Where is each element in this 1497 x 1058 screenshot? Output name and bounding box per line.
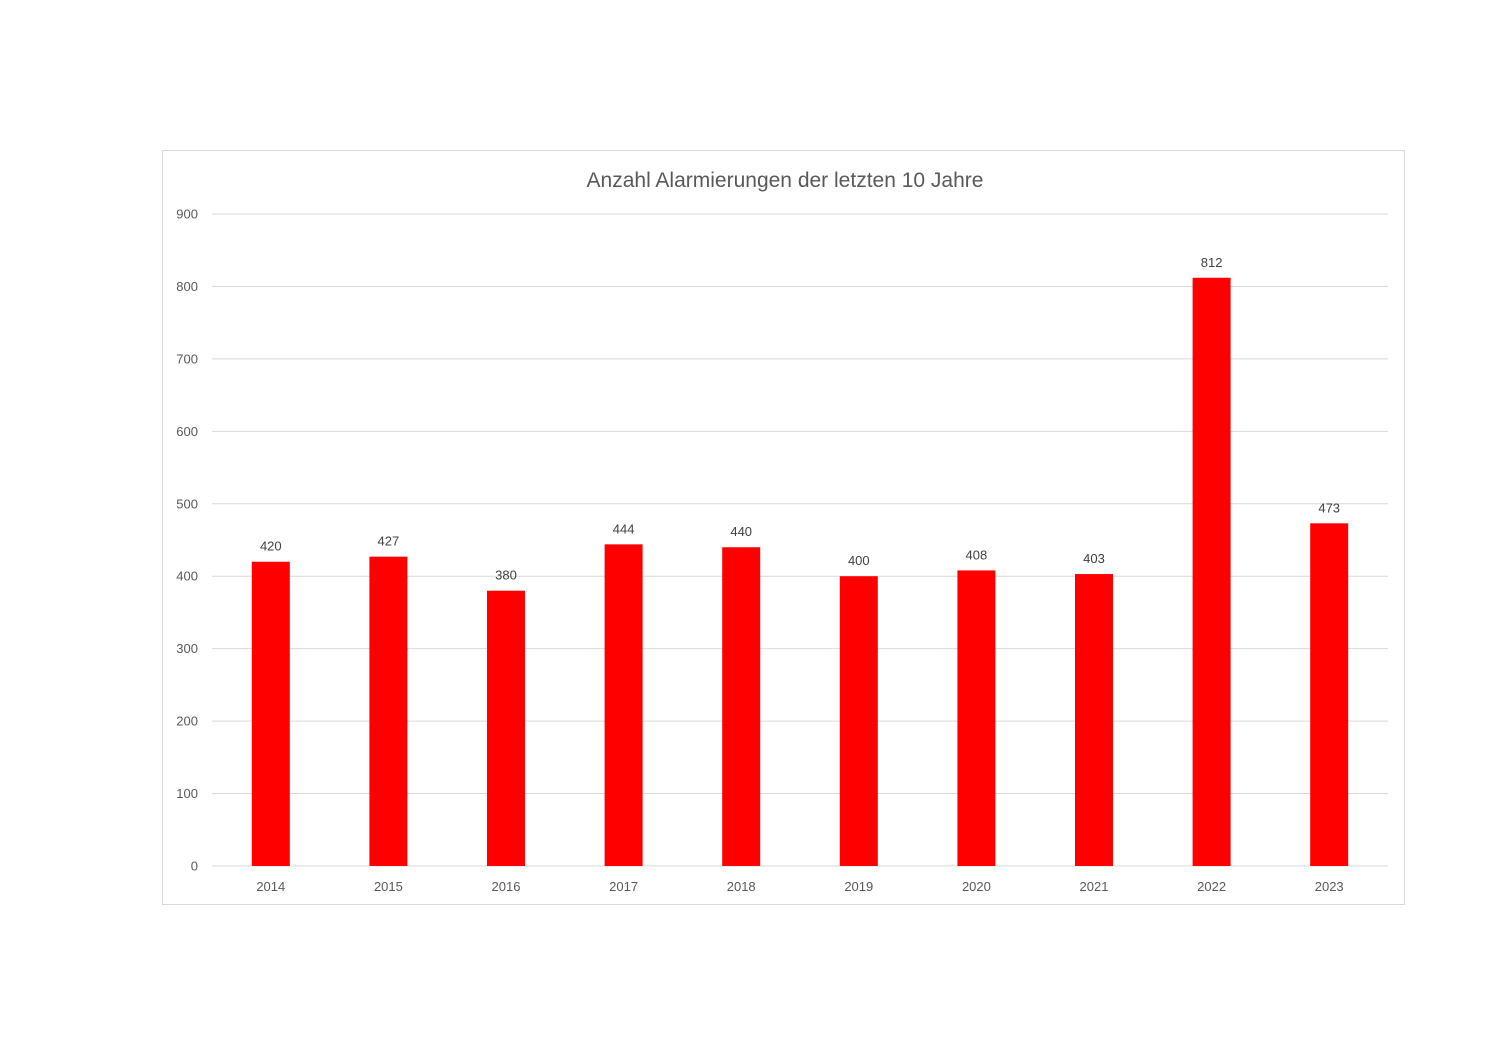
x-tick-label-2015: 2015 bbox=[374, 879, 403, 894]
x-tick-label-2022: 2022 bbox=[1197, 879, 1226, 894]
bar-2021 bbox=[1075, 574, 1113, 866]
bar-2015 bbox=[369, 556, 408, 866]
data-label-2021: 403 bbox=[1083, 551, 1105, 566]
x-tick-label-2014: 2014 bbox=[256, 879, 285, 894]
data-label-2014: 420 bbox=[260, 539, 282, 554]
bar-2023 bbox=[1310, 523, 1349, 866]
chart-frame: Anzahl Alarmierungen der letzten 10 Jahr… bbox=[162, 150, 1405, 905]
x-tick-label-2021: 2021 bbox=[1080, 879, 1109, 894]
y-tick-label: 800 bbox=[176, 279, 198, 294]
y-tick-label: 500 bbox=[176, 496, 198, 511]
chart-title: Anzahl Alarmierungen der letzten 10 Jahr… bbox=[587, 169, 984, 192]
data-label-2020: 408 bbox=[966, 547, 988, 562]
data-label-2016: 380 bbox=[495, 568, 517, 583]
bar-2014 bbox=[251, 561, 290, 866]
data-labels: 420 427 380 444 440 400 408 403 812 473 bbox=[260, 255, 1340, 583]
x-tick-label-2016: 2016 bbox=[492, 879, 521, 894]
data-label-2022: 812 bbox=[1201, 255, 1223, 270]
bar-chart: Anzahl Alarmierungen der letzten 10 Jahr… bbox=[176, 169, 1388, 894]
data-label-2018: 440 bbox=[730, 524, 752, 539]
x-tick-label-2019: 2019 bbox=[844, 879, 873, 894]
y-axis-tick-labels: 0 100 200 300 400 500 600 700 800 900 bbox=[176, 207, 198, 874]
y-tick-label: 100 bbox=[176, 786, 198, 801]
y-tick-label: 400 bbox=[176, 569, 198, 584]
data-label-2015: 427 bbox=[378, 534, 400, 549]
bars bbox=[251, 277, 1349, 866]
bar-2016 bbox=[487, 590, 525, 866]
x-tick-label-2020: 2020 bbox=[962, 879, 991, 894]
bar-2019 bbox=[839, 576, 878, 866]
x-axis-tick-labels: 2014 2015 2016 2017 2018 2019 2020 2021 2022 2023 bbox=[256, 879, 1343, 894]
bar-2017 bbox=[604, 544, 643, 866]
x-tick-label-2018: 2018 bbox=[727, 879, 756, 894]
x-tick-label-2023: 2023 bbox=[1315, 879, 1344, 894]
bar-2022 bbox=[1192, 277, 1231, 866]
y-tick-label: 200 bbox=[176, 714, 198, 729]
bar-2018 bbox=[722, 547, 761, 866]
bar-2020 bbox=[957, 570, 996, 866]
gridlines bbox=[212, 213, 1388, 867]
data-label-2019: 400 bbox=[848, 553, 870, 568]
x-tick-label-2017: 2017 bbox=[609, 879, 638, 894]
data-label-2023: 473 bbox=[1318, 500, 1340, 515]
data-label-2017: 444 bbox=[613, 521, 635, 536]
y-tick-label: 900 bbox=[176, 207, 198, 222]
y-tick-label: 300 bbox=[176, 641, 198, 656]
y-tick-label: 0 bbox=[191, 859, 198, 874]
y-tick-label: 700 bbox=[176, 351, 198, 366]
y-tick-label: 600 bbox=[176, 424, 198, 439]
